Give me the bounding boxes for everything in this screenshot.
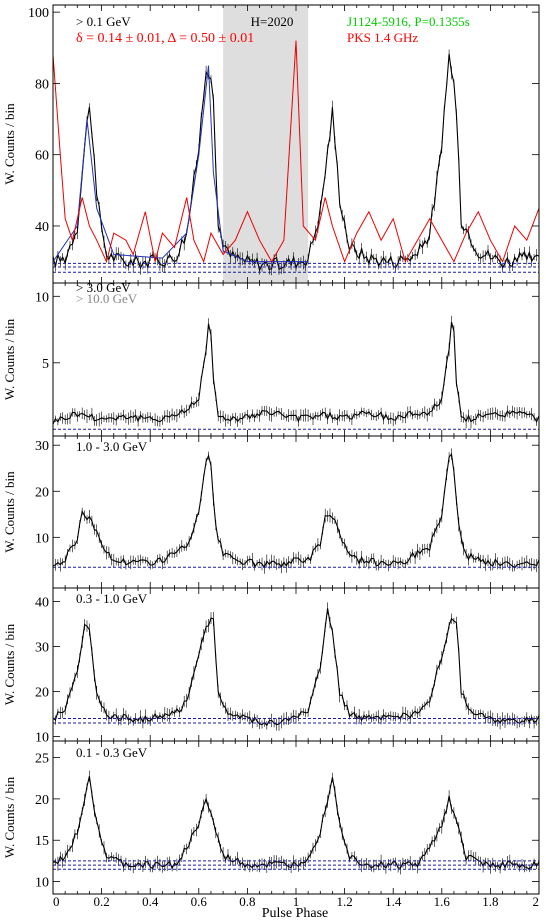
y-tick-label: 10 (35, 531, 49, 546)
y-tick-label: 5 (42, 357, 49, 372)
panel-3: 10 20 30 W. Counts / bin 1.0 - 3.0 GeV (2, 435, 540, 589)
y-axis-label: W. Counts / bin (2, 318, 17, 400)
panel-4: 10 20 30 40 W. Counts / bin 0.3 - 1.0 GeV (2, 587, 540, 746)
y-tick-label: 80 (35, 77, 49, 92)
y-axis-label: W. Counts / bin (2, 623, 17, 705)
series-line-1 (52, 452, 540, 569)
x-tick-labels: 0 0.2 0.4 0.6 0.8 1 1.2 1.4 1.6 1.8 2 (53, 894, 539, 909)
y-tick-label: 20 (35, 485, 49, 500)
panel-annotation: 0.1 - 0.3 GeV (76, 745, 148, 760)
panel-annotation: 1.0 - 3.0 GeV (76, 439, 148, 454)
x-tick-label: 0.8 (239, 894, 255, 909)
x-tick-label: 1.6 (434, 894, 451, 909)
y-axis-label: W. Counts / bin (2, 776, 17, 858)
x-tick-label: 1.4 (385, 894, 402, 909)
series-line-3 (52, 40, 540, 264)
series-line-2 (52, 65, 309, 263)
y-tick-label: 10 (35, 290, 49, 305)
panel-2: 5 10 W. Counts / bin > 3.0 GeV> 10.0 GeV (2, 280, 540, 437)
x-tick-label: 1 (293, 894, 300, 909)
y-axis-label: W. Counts / bin (2, 471, 17, 553)
y-tick-label: 25 (35, 752, 49, 767)
y-tick-label: 15 (35, 834, 49, 849)
x-tick-label: 1.8 (482, 894, 498, 909)
y-tick-label: 30 (35, 641, 49, 656)
panel-5: 10 15 20 25 W. Counts / bin 0.1 - 0.3 GeV (2, 740, 540, 895)
x-tick-label: 0.6 (191, 894, 208, 909)
panel-annotation: > 3.0 GeV (76, 280, 131, 295)
series-line-1 (52, 321, 540, 425)
panel-annotation: δ = 0.14 ± 0.01, Δ = 0.50 ± 0.01 (76, 31, 254, 46)
y-axis-label: W. Counts / bin (2, 103, 17, 185)
y-tick-label: 20 (35, 793, 49, 808)
y-tick-label: 30 (35, 439, 49, 454)
series-line-1 (52, 53, 540, 273)
panel-annotation: 0.3 - 1.0 GeV (76, 591, 148, 606)
panel-annotation: > 10.0 GeV (76, 291, 138, 306)
x-tick-label: 0.4 (142, 894, 159, 909)
x-tick-label: 0.2 (93, 894, 109, 909)
x-axis-label: Pulse Phase (262, 906, 329, 921)
light-curve-panels: 40 60 80 100 W. Counts / bin > 0.1 GeV δ = 0.1… (2, 4, 540, 895)
panel-annotation: > 0.1 GeV (76, 14, 131, 29)
y-tick-label: 40 (35, 596, 49, 611)
panel-annotation: PKS 1.4 GHz (347, 30, 418, 45)
panel-1: 40 60 80 100 W. Counts / bin > 0.1 GeV δ = 0.1… (2, 4, 540, 284)
y-tick-label: 100 (28, 6, 49, 21)
y-tick-label: 40 (35, 220, 49, 235)
y-tick-label: 20 (35, 686, 49, 701)
x-tick-label: 0 (53, 894, 60, 909)
series-line-1 (52, 608, 540, 727)
y-tick-label: 60 (35, 149, 49, 164)
x-tick-label: 2 (533, 894, 540, 909)
series-line-1 (52, 776, 540, 870)
panel-annotation: H=2020 (251, 14, 294, 29)
x-tick-label: 1.2 (336, 894, 352, 909)
y-tick-label: 10 (35, 731, 49, 746)
panel-annotation: J1124-5916, P=0.1355s (347, 14, 470, 29)
y-tick-label: 10 (35, 876, 49, 891)
